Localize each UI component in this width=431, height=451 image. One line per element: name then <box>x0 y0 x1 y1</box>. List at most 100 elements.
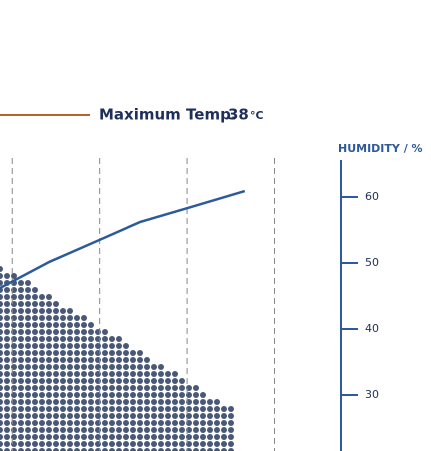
dot <box>4 399 10 405</box>
dot <box>172 406 178 412</box>
dot <box>228 413 234 419</box>
dot <box>123 413 129 419</box>
dot <box>53 378 59 384</box>
dot <box>18 364 24 370</box>
dot <box>32 392 38 398</box>
dot <box>74 350 80 356</box>
dot <box>46 399 52 405</box>
dot <box>102 336 108 342</box>
dot <box>74 343 80 349</box>
dot <box>200 406 206 412</box>
dot <box>109 336 115 342</box>
dot <box>67 434 73 440</box>
dot <box>46 308 52 314</box>
dot <box>0 329 3 335</box>
dot <box>81 385 87 391</box>
dot <box>88 385 94 391</box>
dot <box>4 336 10 342</box>
dot <box>221 413 227 419</box>
dot <box>81 336 87 342</box>
humidity-line <box>0 189 246 290</box>
dot <box>214 413 220 419</box>
dot <box>67 406 73 412</box>
dot <box>130 350 136 356</box>
dot <box>123 448 129 451</box>
dot <box>4 406 10 412</box>
dot <box>53 357 59 363</box>
dot <box>25 364 31 370</box>
dot <box>102 448 108 451</box>
dot <box>74 399 80 405</box>
dot <box>165 434 171 440</box>
dot <box>0 336 3 342</box>
dot <box>60 406 66 412</box>
dot <box>4 434 10 440</box>
dot <box>158 371 164 377</box>
annotation-value: 38 <box>228 106 249 124</box>
dot <box>207 413 213 419</box>
dot <box>46 413 52 419</box>
dot <box>46 301 52 307</box>
dot <box>39 434 45 440</box>
dot <box>18 385 24 391</box>
dot <box>60 392 66 398</box>
dot <box>67 329 73 335</box>
dot <box>18 322 24 328</box>
dot <box>88 427 94 433</box>
dot <box>123 427 129 433</box>
dot <box>81 427 87 433</box>
dot <box>200 434 206 440</box>
dot <box>60 413 66 419</box>
dot <box>200 427 206 433</box>
dot <box>193 448 199 451</box>
dot <box>221 448 227 451</box>
dot <box>25 280 31 286</box>
dot <box>32 448 38 451</box>
dot <box>207 406 213 412</box>
dot <box>158 441 164 447</box>
dot <box>0 280 3 286</box>
dot <box>25 336 31 342</box>
dot <box>165 406 171 412</box>
dot <box>137 399 143 405</box>
dot <box>32 434 38 440</box>
dot <box>32 399 38 405</box>
dot <box>74 378 80 384</box>
dot <box>158 427 164 433</box>
dot <box>109 427 115 433</box>
dot <box>67 399 73 405</box>
dot <box>25 308 31 314</box>
dot <box>144 392 150 398</box>
dot <box>116 357 122 363</box>
dot <box>221 406 227 412</box>
dot <box>200 413 206 419</box>
dot <box>88 378 94 384</box>
dot <box>18 371 24 377</box>
dot <box>151 385 157 391</box>
dot <box>116 413 122 419</box>
dot <box>102 357 108 363</box>
dot <box>39 441 45 447</box>
dot <box>46 336 52 342</box>
dot <box>137 448 143 451</box>
dot <box>67 448 73 451</box>
dot <box>53 434 59 440</box>
dot <box>18 392 24 398</box>
dot <box>39 420 45 426</box>
dot <box>25 427 31 433</box>
dot <box>46 322 52 328</box>
dot <box>158 364 164 370</box>
dot <box>130 371 136 377</box>
dot <box>74 406 80 412</box>
dot <box>46 378 52 384</box>
dot <box>25 343 31 349</box>
dot <box>74 371 80 377</box>
dot <box>109 343 115 349</box>
annotation-label: Maximum Temp. <box>99 106 237 124</box>
dot <box>67 315 73 321</box>
dot <box>18 399 24 405</box>
dot <box>32 322 38 328</box>
dot <box>214 448 220 451</box>
dot <box>18 406 24 412</box>
dot <box>53 322 59 328</box>
